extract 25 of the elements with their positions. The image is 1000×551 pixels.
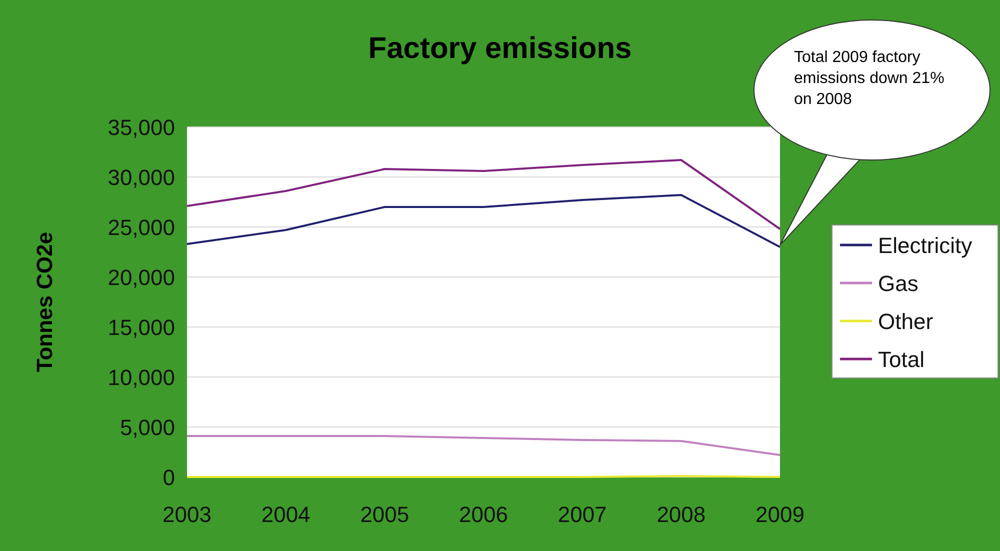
y-tick-label: 30,000 bbox=[108, 165, 175, 190]
x-tick-label: 2007 bbox=[558, 502, 607, 527]
x-tick-label: 2009 bbox=[756, 502, 804, 527]
line-series bbox=[186, 159, 781, 230]
y-tick-label: 25,000 bbox=[108, 215, 175, 240]
y-tick-label: 15,000 bbox=[108, 315, 175, 340]
legend-label: Electricity bbox=[878, 233, 972, 258]
line-series bbox=[186, 194, 781, 248]
y-tick-label: 35,000 bbox=[108, 115, 175, 140]
x-tick-label: 2004 bbox=[261, 502, 310, 527]
chart-title: Factory emissions bbox=[368, 32, 632, 65]
y-tick-label: 0 bbox=[162, 465, 175, 490]
text: Total 2009 factory emissions down 21% on 2008 bbox=[794, 49, 944, 108]
y-tick-label: 10,000 bbox=[108, 365, 175, 390]
x-tick-label: 2008 bbox=[656, 502, 706, 527]
legend-label: Gas bbox=[878, 271, 918, 296]
x-tick-label: 2003 bbox=[162, 502, 212, 527]
x-tick-label: 2006 bbox=[459, 502, 508, 527]
line-series bbox=[186, 435, 781, 456]
y-axis-title: Tonnes CO2e bbox=[32, 232, 57, 372]
y-tick-label: 20,000 bbox=[108, 265, 175, 290]
x-tick-label: 2005 bbox=[360, 502, 410, 527]
y-tick-label: 5,000 bbox=[120, 415, 175, 440]
legend-label: Total bbox=[878, 347, 924, 372]
legend-label: Other bbox=[878, 309, 934, 334]
